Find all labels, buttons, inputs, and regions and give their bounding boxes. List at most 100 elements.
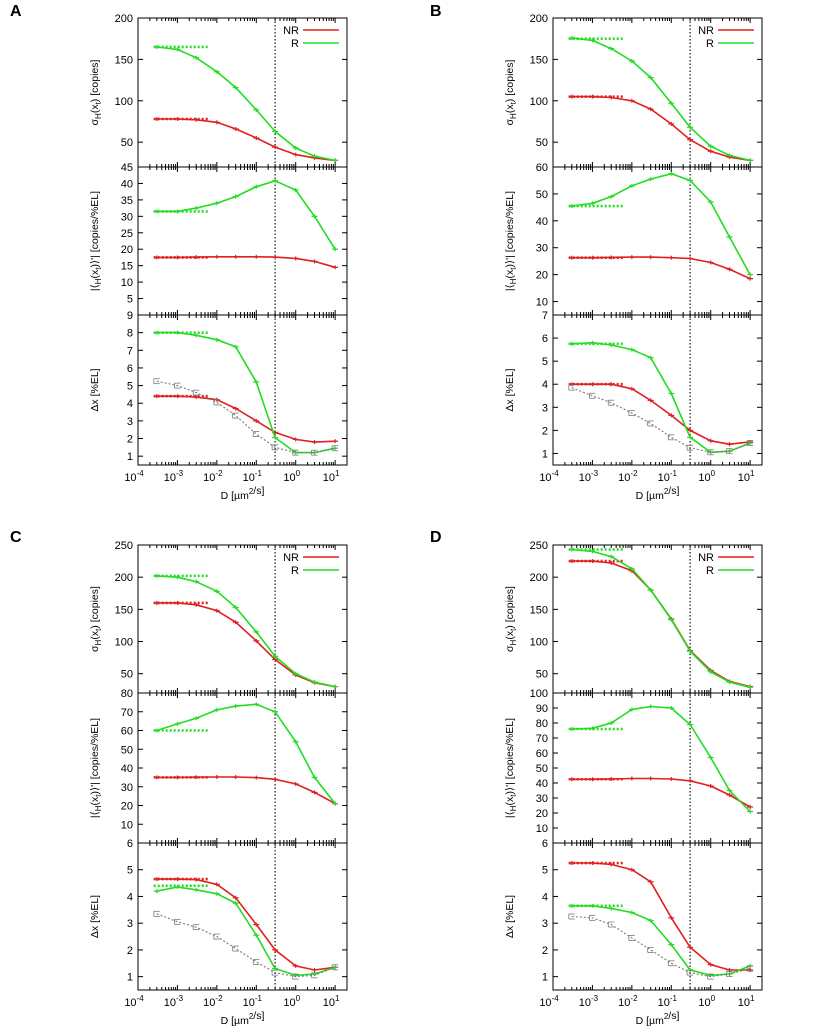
label-part: D [: [636, 490, 650, 502]
y-axis-label: σH(xt) [copies]: [504, 59, 518, 125]
series-line-NR: [571, 862, 751, 971]
subplot-1: 50 100 150 200 σH(xt) [copies]: [504, 13, 763, 168]
label-part: ): [504, 791, 516, 795]
series-line-R: [156, 575, 336, 688]
label-part: ⟩'| [copies/%EL]: [89, 191, 101, 264]
label-sub: t: [509, 794, 518, 797]
x-tick-label: 10-4: [539, 469, 559, 484]
label-part: (x: [89, 630, 101, 639]
label-sub: t: [509, 628, 518, 631]
label-part: /s]: [253, 485, 264, 497]
tick-base: 10: [124, 472, 136, 484]
x-tick-label: 10-3: [579, 469, 599, 484]
series-line-reference: [571, 387, 751, 453]
y-axis-label: |⟨H(xt)⟩'| [copies/%EL]: [89, 718, 103, 818]
y-axis-label: |⟨H(xt)⟩'| [copies/%EL]: [504, 718, 518, 818]
tick-exp: -4: [552, 994, 560, 1003]
subplot-2: 10 20 30 40 50 60 70 80 90 100 |⟨H(xt)⟩'| [copies/…: [504, 688, 763, 844]
y-tick-label: 8: [127, 328, 133, 340]
series-line-reference: [156, 913, 336, 978]
label-part: ): [504, 625, 516, 629]
legend-label: R: [706, 38, 714, 50]
tick-exp: -1: [670, 994, 678, 1003]
tick-exp: 0: [711, 469, 716, 478]
series-line-R: [571, 904, 751, 977]
y-tick-label: 200: [115, 13, 133, 25]
y-tick-label: 2: [542, 425, 548, 437]
tick-base: 10: [323, 472, 335, 484]
subplot-3: 1 2 3 4 5 6 7 Δx [%EL]: [504, 310, 763, 466]
x-tick-label: 10-2: [618, 469, 638, 484]
y-tick-label: 5: [542, 865, 548, 877]
x-tick-label: 10-3: [579, 994, 599, 1009]
y-tick-label: 5: [542, 356, 548, 368]
label-part: |⟨: [504, 811, 516, 818]
label-part: µm: [234, 1015, 249, 1027]
tick-base: 10: [579, 997, 591, 1009]
label-part: Δx [%EL]: [504, 895, 516, 938]
tick-base: 10: [658, 472, 670, 484]
x-axis-label: D [µm2/s]: [221, 1010, 265, 1027]
plot-frame: [137, 544, 348, 694]
tick-base: 10: [738, 997, 750, 1009]
subplot-1: 50 100 150 200 σH(xt) [copies]: [89, 13, 348, 168]
label-part: ): [89, 264, 101, 268]
y-tick-label: 100: [530, 688, 548, 700]
label-part: |⟨: [89, 811, 101, 818]
y-tick-label: 5: [127, 381, 133, 393]
tick-exp: -3: [591, 469, 599, 478]
label-sub: H: [94, 113, 103, 119]
label-part: /s]: [668, 485, 679, 497]
tick-exp: -1: [255, 469, 263, 478]
label-sub: H: [509, 113, 518, 119]
y-tick-label: 10: [536, 297, 548, 309]
tick-exp: -1: [670, 469, 678, 478]
subplot-2: 5 10 15 20 25 30 35 40 45 |⟨H(xt)⟩'| [copies/%EL]: [89, 162, 348, 316]
label-part: (x: [504, 269, 516, 278]
tick-base: 10: [283, 997, 295, 1009]
y-tick-label: 20: [536, 270, 548, 282]
series-line-NR: [156, 118, 336, 162]
subplot-1: 50 100 150 200 250 σH(xt) [copies]: [89, 540, 348, 694]
label-part: ): [504, 264, 516, 268]
subplot-3: 1 2 3 4 5 6 Δx [%EL]: [504, 838, 763, 991]
label-sup: 2: [664, 1012, 669, 1021]
series-line-NR: [156, 255, 336, 269]
label-part: µm: [649, 490, 664, 502]
tick-exp: -3: [176, 994, 184, 1003]
label-part: ): [504, 99, 516, 103]
tick-exp: -2: [215, 994, 223, 1003]
subplot-3: 1 2 3 4 5 6 Δx [%EL]: [89, 838, 348, 991]
label-part: ⟩'| [copies/%EL]: [504, 191, 516, 264]
legend-label: R: [291, 38, 299, 50]
label-part: D [: [221, 490, 235, 502]
x-tick-label: 10-3: [164, 469, 184, 484]
y-axis-label: |⟨H(xt)⟩'| [copies/%EL]: [504, 191, 518, 291]
tick-base: 10: [203, 472, 215, 484]
series-line-R: [156, 703, 336, 805]
y-axis-label: Δx [%EL]: [504, 368, 516, 411]
panel-label: D: [430, 529, 442, 546]
y-axis-label: Δx [%EL]: [89, 368, 101, 411]
y-tick-label: 1: [127, 972, 133, 984]
y-tick-label: 200: [115, 572, 133, 584]
y-tick-label: 15: [121, 261, 133, 273]
label-part: (x: [89, 269, 101, 278]
tick-base: 10: [539, 997, 551, 1009]
y-tick-label: 6: [127, 838, 133, 850]
plot-frame: [137, 314, 348, 466]
tick-exp: 0: [711, 994, 716, 1003]
subplot-2: 10 20 30 40 50 60 70 80 |⟨H(xt)⟩'| [copies/%EL]: [89, 688, 348, 844]
y-tick-label: 50: [121, 137, 133, 149]
y-tick-label: 6: [127, 363, 133, 375]
y-tick-label: 50: [121, 669, 133, 681]
label-part: σ: [89, 118, 101, 125]
tick-base: 10: [243, 997, 255, 1009]
tick-base: 10: [618, 472, 630, 484]
series-line-R: [571, 341, 751, 454]
tick-exp: 1: [750, 994, 755, 1003]
x-axis-label: D [µm2/s]: [636, 1010, 680, 1027]
tick-exp: -2: [630, 994, 638, 1003]
x-tick-label: 10-3: [164, 994, 184, 1009]
